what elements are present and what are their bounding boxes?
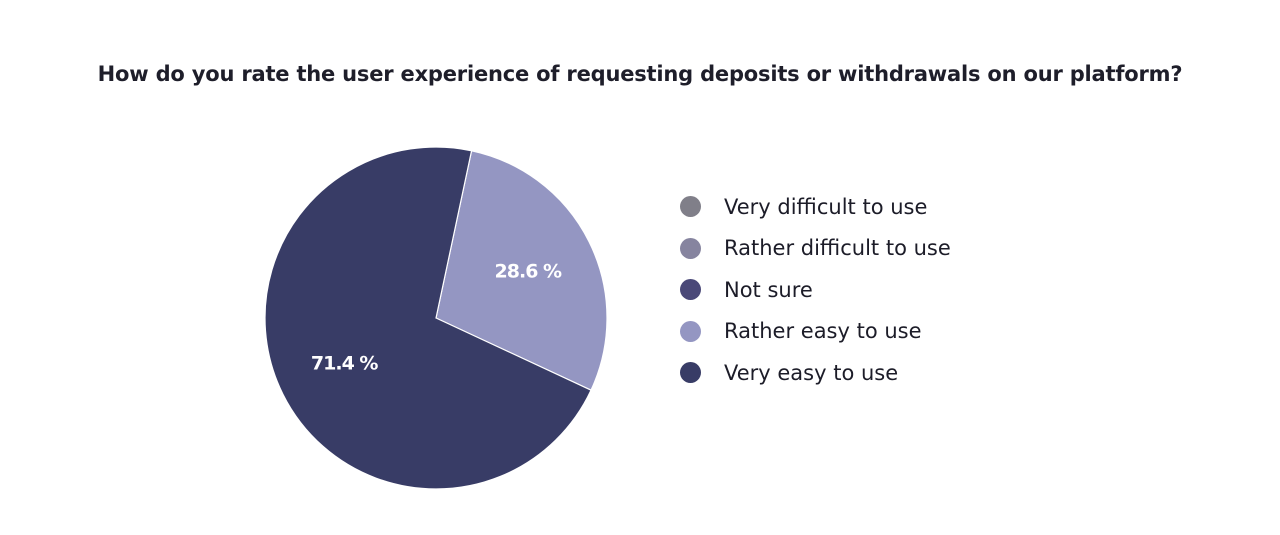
legend-swatch	[680, 237, 701, 259]
pie-slice-very-easy-to-use	[264, 146, 592, 490]
legend-label: Very difficult to use	[724, 194, 928, 219]
slice-value-label: 28.6 %	[495, 261, 562, 283]
legend-label: Rather easy to use	[724, 319, 922, 344]
legend-item[interactable]: Very difficult to use	[680, 186, 951, 228]
pie-slice-rather-easy-to-use	[435, 150, 608, 391]
legend-item[interactable]: Rather difficult to use	[680, 228, 951, 270]
chart-title: How do you rate the user experience of r…	[97, 62, 1183, 86]
legend-item[interactable]: Rather easy to use	[680, 311, 951, 353]
legend-item[interactable]: Very easy to use	[680, 352, 951, 394]
legend-label: Very easy to use	[724, 360, 899, 385]
legend-swatch	[680, 320, 701, 342]
legend: Very difficult to use Rather difficult to…	[680, 186, 951, 394]
legend-swatch	[680, 279, 701, 301]
slice-value-label: 71.4 %	[311, 352, 378, 374]
legend-swatch	[680, 196, 701, 218]
legend-label: Rather difficult to use	[724, 236, 951, 261]
legend-item[interactable]: Not sure	[680, 269, 951, 311]
legend-swatch	[680, 362, 701, 384]
legend-label: Not sure	[724, 277, 813, 302]
